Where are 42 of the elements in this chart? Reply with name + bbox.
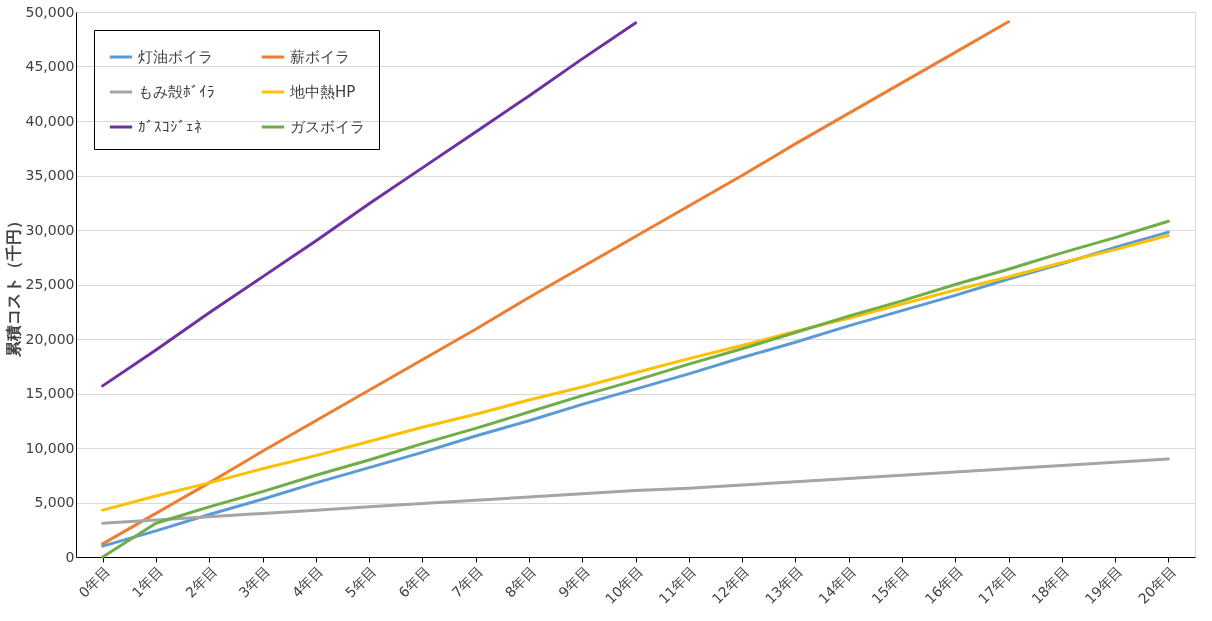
legend-label: ｶﾞｽｺｼﾞｪﾈ [138,118,202,136]
y-tick-label: 0 [65,548,75,565]
line-series [101,457,1170,525]
legend-label: 薪ボイラ [290,48,350,66]
y-tick-label: 45,000 [25,58,75,74]
x-tick-label: 17年目 [975,563,1019,607]
x-tick-label: 7年目 [448,563,487,601]
x-tick-label: 6年目 [395,563,433,601]
y-tick-label: 5,000 [34,494,75,510]
x-tick-label: 11年目 [655,563,700,607]
y-tick-label: 20,000 [25,330,75,347]
x-tick-label: 8年目 [501,563,540,601]
x-tick-label: 12年目 [708,563,753,607]
line-series [101,20,1010,546]
x-tick-label: 16年目 [921,563,966,607]
legend-label: もみ殻ﾎﾞｲﾗ [138,83,215,101]
x-tick-label: 10年目 [602,563,646,607]
y-tick-label: 35,000 [25,167,75,183]
x-tick-label: 9年目 [555,563,593,601]
legend-label: ガスボイラ [290,118,365,136]
y-tick-label: 15,000 [25,385,75,401]
y-tick-label: 40,000 [25,112,75,129]
y-axis-title: 累積コスト（千円） [3,213,23,358]
x-tick-label: 18年目 [1028,563,1073,607]
legend-label: 地中熱HP [289,83,356,101]
legend-label: 灯油ボイラ [138,48,213,66]
x-tick-label: 5年目 [342,563,380,601]
x-tick-label: 13年目 [762,563,806,607]
x-tick-label: 15年目 [868,563,913,607]
x-tick-label: 14年目 [815,563,860,607]
y-tick-label: 10,000 [25,439,75,456]
y-tick-label: 50,000 [25,3,75,20]
y-tick-label: 30,000 [25,221,75,238]
x-tick-label: 0年目 [75,563,114,601]
line-series [101,21,637,388]
x-tick-label: 19年目 [1081,563,1126,607]
x-tick-label: 1年目 [128,563,167,601]
x-tick-label: 3年目 [235,563,273,601]
y-tick-label: 25,000 [25,276,75,292]
x-tick-label: 2年目 [182,563,220,601]
x-tick-label: 20年目 [1135,563,1179,607]
x-tick-label: 4年目 [288,563,327,601]
